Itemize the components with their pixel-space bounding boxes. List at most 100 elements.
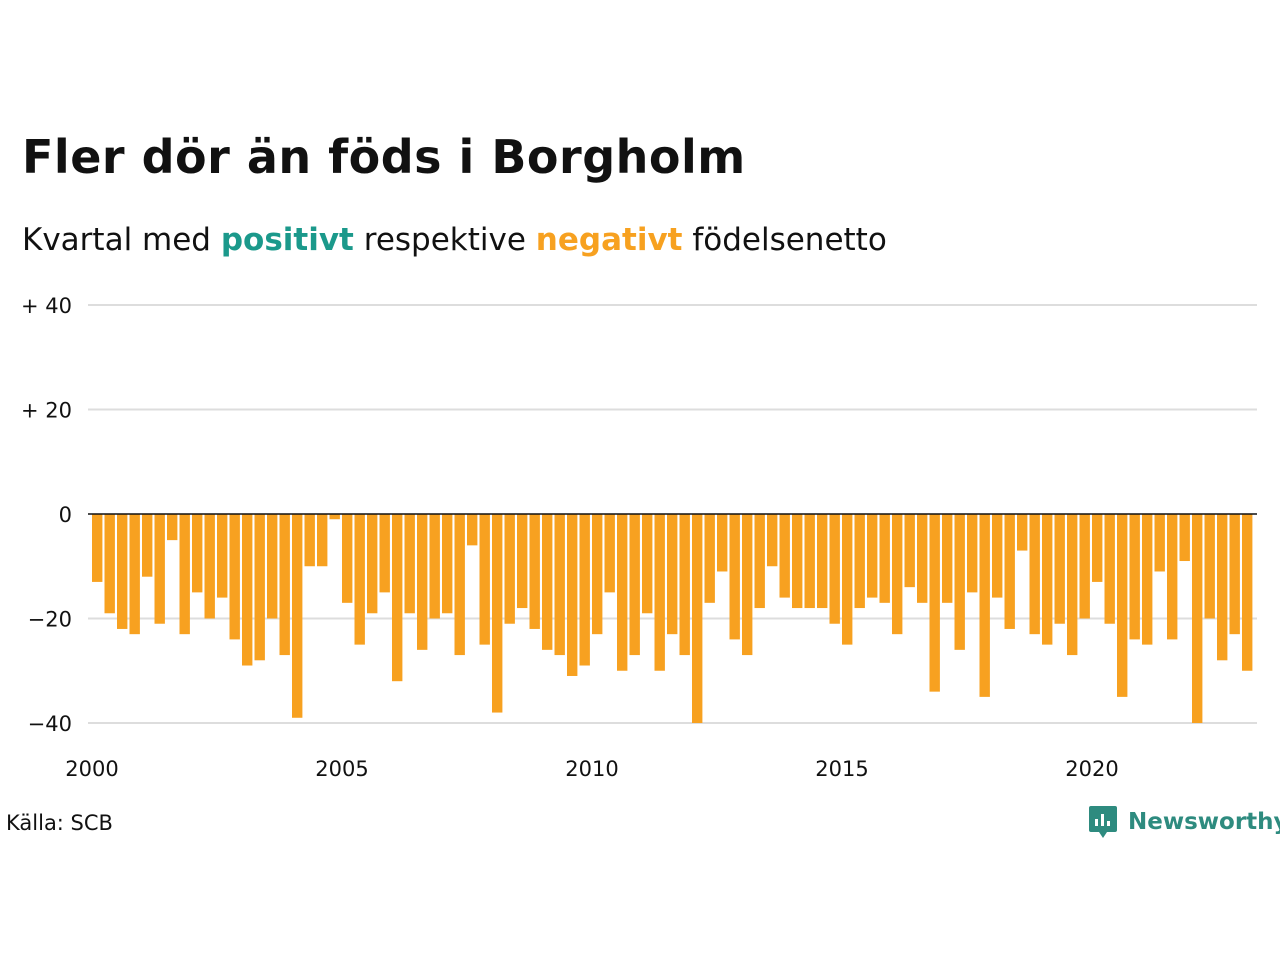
data-bar	[867, 514, 878, 598]
data-bar	[304, 514, 315, 567]
data-bar	[154, 514, 165, 624]
y-tick-label: + 40	[21, 294, 72, 318]
data-bar	[729, 514, 740, 640]
data-bar	[717, 514, 728, 572]
data-bar	[1029, 514, 1040, 635]
data-bar	[117, 514, 128, 629]
data-bar	[217, 514, 228, 598]
data-bar	[979, 514, 990, 697]
subtitle-suffix: födelsenetto	[692, 222, 887, 258]
x-tick-label: 2010	[565, 757, 618, 781]
data-bar	[929, 514, 940, 692]
data-bar	[679, 514, 690, 656]
data-bar	[854, 514, 865, 609]
data-bar	[379, 514, 390, 593]
data-bar	[829, 514, 840, 624]
data-bar	[229, 514, 240, 640]
data-bar	[1204, 514, 1215, 619]
data-bar	[1067, 514, 1078, 656]
data-bar	[129, 514, 140, 635]
subtitle-positive: positivt	[220, 222, 354, 258]
data-bar	[254, 514, 265, 661]
data-bar	[704, 514, 715, 603]
data-bar	[1167, 514, 1178, 640]
data-bar	[1092, 514, 1103, 582]
data-bar	[479, 514, 490, 645]
data-bar	[492, 514, 503, 713]
data-bar	[317, 514, 328, 567]
source-note: Källa: SCB	[6, 811, 113, 835]
data-bar	[192, 514, 203, 593]
data-bar	[467, 514, 478, 546]
y-tick-label: 0	[59, 503, 72, 527]
data-bar	[792, 514, 803, 609]
data-bar	[1242, 514, 1253, 671]
data-bar	[617, 514, 628, 671]
data-bar	[567, 514, 578, 676]
data-bar	[442, 514, 453, 614]
data-bar	[1154, 514, 1165, 572]
data-bar	[529, 514, 540, 629]
data-bar	[579, 514, 590, 666]
data-bar	[354, 514, 365, 645]
data-bar	[779, 514, 790, 598]
x-tick-label: 2005	[315, 757, 368, 781]
data-bar	[1129, 514, 1140, 640]
data-bar	[804, 514, 815, 609]
data-bar	[642, 514, 653, 614]
subtitle-negative: negativt	[535, 222, 683, 258]
data-bar	[992, 514, 1003, 598]
data-bar	[104, 514, 115, 614]
data-bar	[242, 514, 253, 666]
data-bar	[1104, 514, 1115, 624]
data-bar	[967, 514, 978, 593]
data-bar	[342, 514, 353, 603]
data-bar	[1004, 514, 1015, 629]
data-bar	[167, 514, 178, 541]
data-bar	[904, 514, 915, 588]
y-tick-label: + 20	[21, 399, 72, 423]
subtitle-middle: respektive	[363, 222, 526, 258]
data-bar	[429, 514, 440, 619]
data-bar	[742, 514, 753, 656]
x-tick-label: 2020	[1065, 757, 1118, 781]
data-bar	[1117, 514, 1128, 697]
data-bar	[954, 514, 965, 650]
chart-subtitle: Kvartal med positivt respektive negativt…	[22, 222, 887, 258]
data-bar	[542, 514, 553, 650]
data-bar	[1217, 514, 1228, 661]
subtitle-prefix: Kvartal med	[22, 222, 211, 258]
data-bar	[367, 514, 378, 614]
data-bar	[554, 514, 565, 656]
data-bar	[292, 514, 303, 718]
data-bar	[517, 514, 528, 609]
data-bar	[92, 514, 103, 582]
data-bar	[754, 514, 765, 609]
data-bar	[267, 514, 278, 619]
data-bar	[1192, 514, 1203, 723]
data-bar	[1054, 514, 1065, 624]
y-tick-label: −40	[28, 712, 72, 736]
data-bar	[942, 514, 953, 603]
data-bar	[692, 514, 703, 723]
data-bar	[179, 514, 190, 635]
brand-logo: Newsworthy	[1088, 804, 1280, 840]
data-bar	[817, 514, 828, 609]
data-bar	[204, 514, 215, 619]
data-bar	[329, 514, 340, 520]
data-bar	[1179, 514, 1190, 562]
data-bar	[504, 514, 515, 624]
data-bar	[392, 514, 403, 682]
data-bar	[1142, 514, 1153, 645]
data-bar	[629, 514, 640, 656]
data-bar	[1042, 514, 1053, 645]
data-bar	[604, 514, 615, 593]
data-bar	[1017, 514, 1028, 551]
data-bar	[892, 514, 903, 635]
data-bar	[654, 514, 665, 671]
chart-title: Fler dör än föds i Borgholm	[22, 130, 746, 184]
data-bar	[592, 514, 603, 635]
y-tick-label: −20	[28, 608, 72, 632]
newsworthy-logo-icon	[1089, 806, 1117, 838]
